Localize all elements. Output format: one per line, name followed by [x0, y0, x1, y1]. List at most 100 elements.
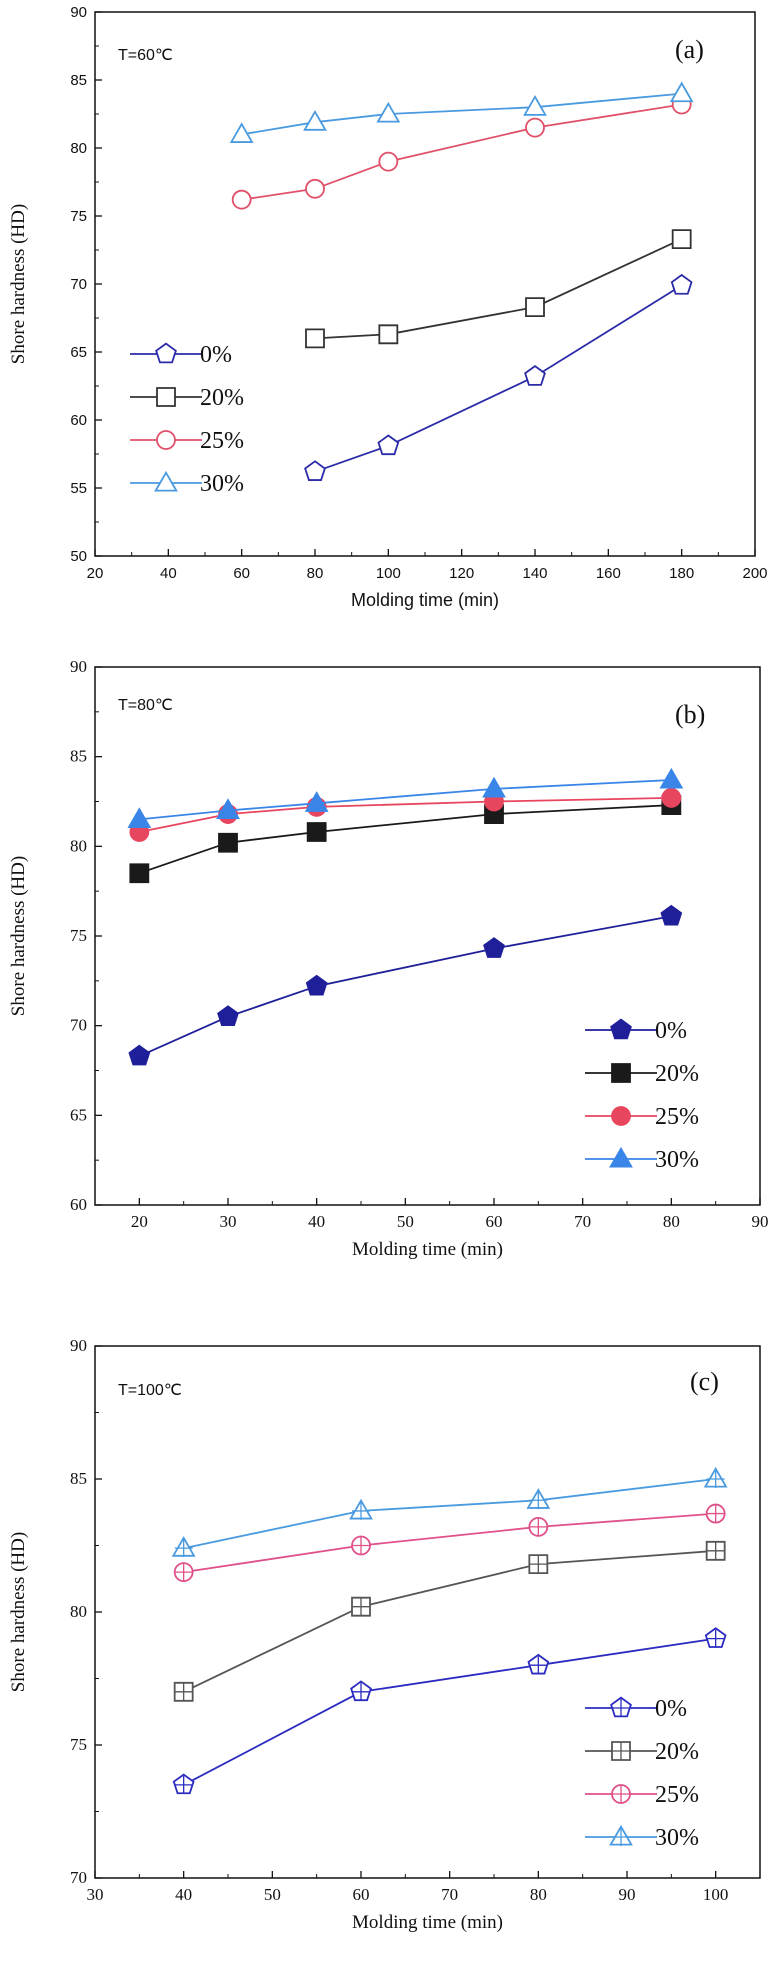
- legend-marker: [610, 1018, 632, 1040]
- y-tick-label: 80: [70, 836, 87, 855]
- data-point-cross: [529, 1555, 548, 1574]
- legend-label: 0%: [200, 342, 232, 368]
- y-tick-label: 50: [70, 548, 87, 565]
- x-tick-label: 70: [574, 1212, 591, 1231]
- x-tick-label: 20: [87, 565, 104, 582]
- data-point-cross: [706, 1541, 725, 1560]
- legend-label: 0%: [655, 1696, 687, 1722]
- data-point: [229, 122, 254, 143]
- x-tick-label: 180: [669, 565, 694, 582]
- legend-label: 20%: [655, 1061, 699, 1087]
- data-point: [306, 822, 327, 842]
- legend-label: 30%: [655, 1825, 699, 1851]
- data-point: [659, 767, 684, 789]
- legend: 0% 20% 25% 30%: [585, 1696, 699, 1851]
- y-tick-label: 80: [70, 1602, 87, 1621]
- data-point: [217, 1005, 239, 1026]
- series-20pct: [129, 795, 682, 884]
- legend-marker-cross: [612, 1828, 630, 1846]
- temperature-annotation: T=80℃: [118, 697, 173, 714]
- y-tick-label: 70: [70, 1016, 87, 1035]
- series-30pct: [229, 81, 694, 143]
- y-tick-label: 75: [70, 208, 87, 225]
- series-20pct: [305, 229, 692, 349]
- data-point: [129, 863, 150, 884]
- data-point: [303, 110, 327, 131]
- legend-marker: [609, 1146, 633, 1168]
- x-tick-label: 40: [160, 565, 177, 582]
- chart-panel-b: 60 65 70 75 80 85 90 20 30 40 50 60 70 80 90 Molding ti…: [8, 657, 769, 1260]
- series-30pct: [171, 1466, 728, 1558]
- legend-label: 25%: [200, 428, 244, 454]
- x-tick-label: 120: [449, 565, 474, 582]
- panel-label: (c): [690, 1367, 719, 1396]
- data-point: [304, 791, 329, 812]
- legend-marker: [156, 387, 176, 407]
- legend-marker: [611, 1106, 631, 1126]
- y-tick-label: 85: [70, 747, 87, 766]
- series-0pct: [128, 904, 683, 1066]
- y-tick-label: 70: [70, 1868, 87, 1887]
- y-tick-label: 65: [70, 1105, 87, 1124]
- temperature-annotation: T=60℃: [118, 47, 173, 64]
- data-point-cross: [706, 1504, 725, 1523]
- legend-label: 30%: [655, 1147, 699, 1173]
- legend-marker-cross: [612, 1785, 630, 1803]
- data-point: [669, 81, 694, 103]
- x-tick-label: 20: [131, 1212, 148, 1231]
- legend-label: 20%: [655, 1739, 699, 1765]
- series-line: [183, 1512, 716, 1573]
- data-point-cross: [529, 1517, 548, 1536]
- series-line: [314, 284, 683, 473]
- legend-label: 25%: [655, 1782, 699, 1808]
- series-25pct: [173, 1503, 726, 1582]
- series-0pct: [172, 1627, 727, 1795]
- y-tick-label: 90: [70, 657, 87, 676]
- data-point: [378, 151, 399, 172]
- y-tick-label: 75: [70, 926, 87, 945]
- legend-marker: [154, 470, 178, 492]
- data-point: [218, 832, 238, 853]
- data-point: [483, 937, 505, 958]
- x-tick-label: 90: [752, 1212, 769, 1231]
- data-point-cross: [352, 1501, 370, 1520]
- y-tick-label: 55: [70, 480, 87, 497]
- panel-label: (a): [675, 35, 704, 64]
- y-tick-label: 85: [70, 1469, 87, 1488]
- legend-marker: [611, 1063, 631, 1083]
- legend-label: 25%: [655, 1104, 699, 1130]
- series-line: [183, 1637, 716, 1786]
- chart-panel-a: 50 55 60 65 70 75 80 85 90 20 40 60 80 100 120 140 160 18…: [8, 4, 768, 610]
- series-line: [183, 1478, 716, 1550]
- x-tick-label: 50: [397, 1212, 414, 1231]
- data-point: [127, 807, 152, 828]
- y-tick-label: 80: [70, 140, 87, 157]
- y-tick-label: 65: [70, 344, 87, 361]
- legend-marker: [156, 430, 176, 450]
- x-tick-label: 70: [441, 1885, 458, 1904]
- data-point-cross: [706, 1470, 725, 1488]
- data-point: [524, 365, 546, 386]
- legend-label: 30%: [200, 471, 244, 497]
- x-tick-label: 50: [264, 1885, 281, 1904]
- data-point: [305, 178, 325, 199]
- data-point: [305, 974, 328, 996]
- legend-label: 0%: [655, 1018, 687, 1044]
- data-point: [378, 324, 399, 345]
- x-tick-label: 40: [308, 1212, 325, 1231]
- data-point-cross: [352, 1682, 370, 1701]
- y-axis-label: Shore hardness (HD): [8, 204, 29, 364]
- data-point: [216, 798, 240, 820]
- x-tick-label: 90: [619, 1885, 636, 1904]
- legend-label: 20%: [200, 385, 244, 411]
- data-point: [525, 117, 545, 138]
- data-point-cross: [174, 1682, 193, 1701]
- legend: 0% 20% 25% 30%: [130, 342, 244, 497]
- x-axis-label: Molding time (min): [352, 1912, 503, 1933]
- series-30pct: [127, 767, 684, 828]
- x-tick-label: 140: [522, 565, 547, 582]
- data-point: [231, 189, 252, 210]
- x-tick-label: 160: [596, 565, 621, 582]
- data-point-cross: [529, 1491, 548, 1510]
